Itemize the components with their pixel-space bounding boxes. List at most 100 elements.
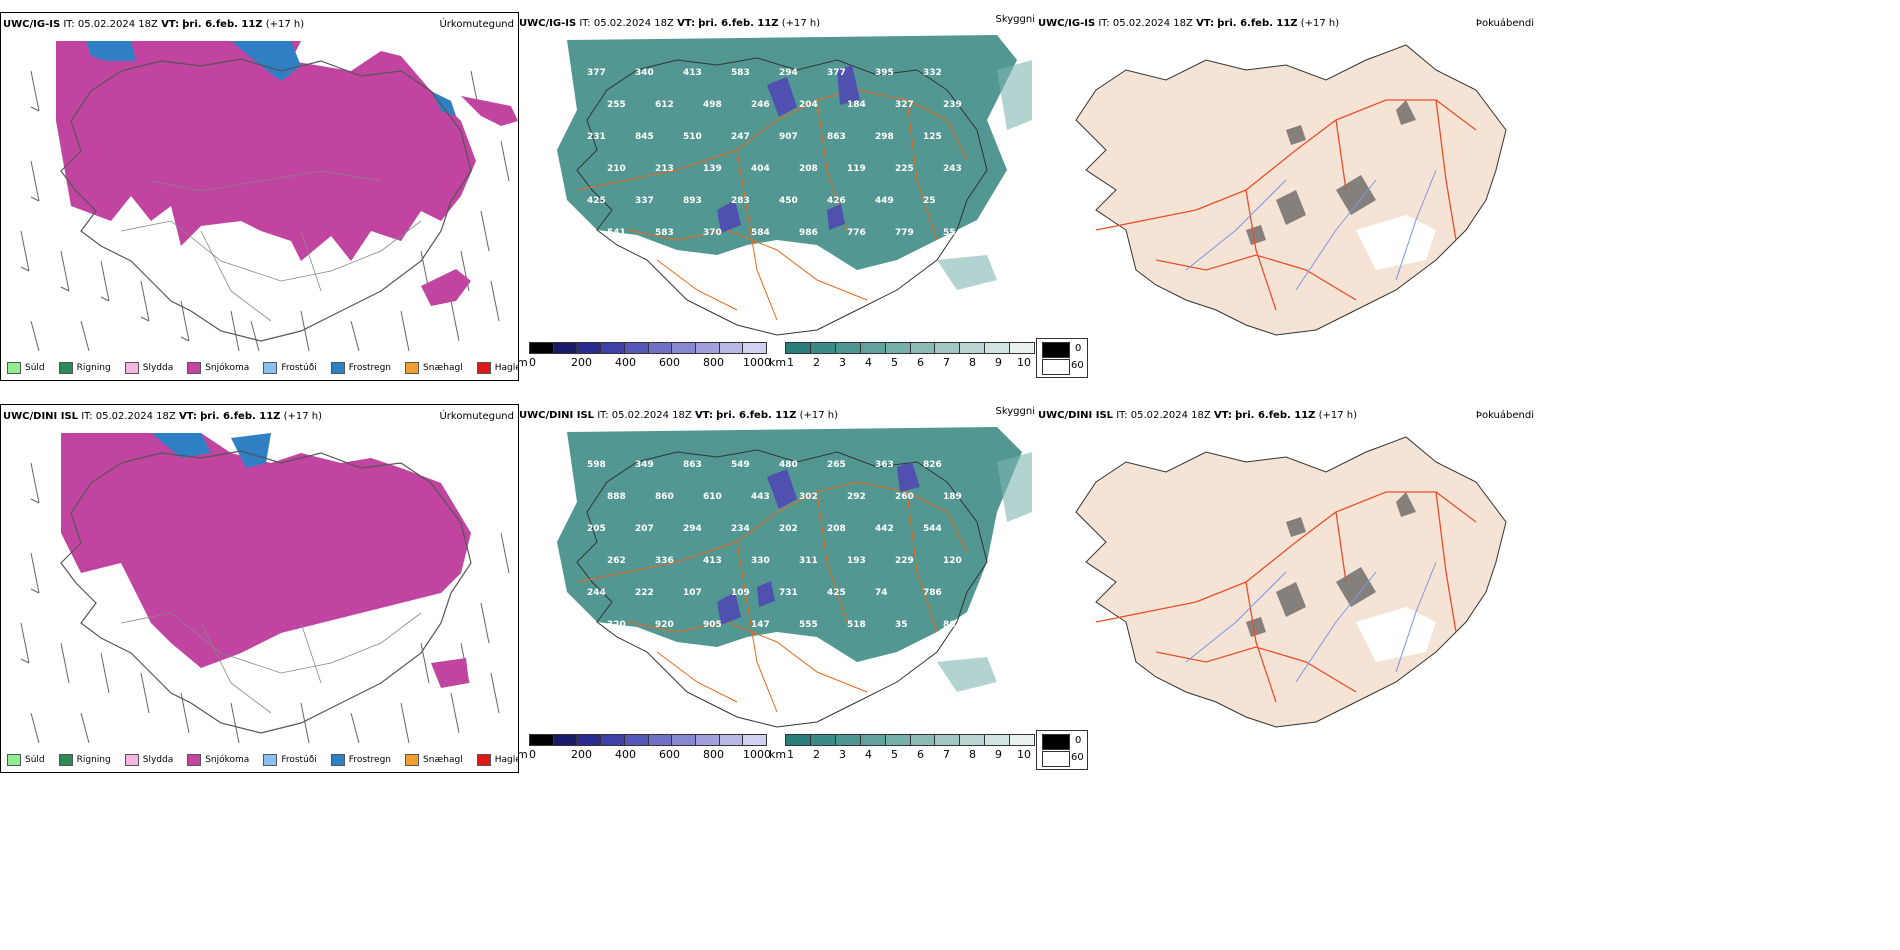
panel-name: Skyggni	[995, 14, 1035, 25]
issue-label: IT:	[597, 410, 609, 421]
issue-time: 05.02.2024 18Z	[611, 410, 692, 421]
ceiling-label: 255	[607, 100, 626, 110]
ceiling-label: 442	[875, 524, 894, 534]
roads	[120, 612, 422, 714]
valid-label: VT:	[178, 411, 197, 422]
ceiling-label: 377	[587, 68, 606, 78]
swatch	[58, 362, 73, 374]
ceiling-label: 336	[655, 556, 674, 566]
ceiling-label: 510	[683, 132, 702, 142]
tick: 2	[813, 748, 820, 761]
legend-item: Frostúði	[263, 754, 317, 766]
ceiling-scale: m 0 200 400 600 800 1000	[517, 732, 771, 768]
legend-item: Rigning	[58, 754, 111, 766]
ceiling-label: 583	[655, 228, 674, 238]
fog-white-patch	[1356, 607, 1436, 662]
ceiling-label: 25	[923, 196, 936, 206]
ceiling-label: 294	[779, 68, 798, 78]
tick: 1000	[743, 748, 771, 761]
ceiling-label: 283	[731, 196, 750, 206]
swatch	[330, 754, 345, 766]
precip-legend: Súld Rigning Slydda Snjókoma Frostúði Fr…	[7, 754, 518, 766]
ceiling-label: 404	[751, 164, 770, 174]
ceiling-label: 239	[943, 100, 962, 110]
fog-swatch-white	[1042, 751, 1070, 767]
legend-label: Snæhagl	[423, 755, 463, 765]
ceiling-label: 298	[875, 132, 894, 142]
snow-area-3	[461, 96, 518, 126]
tick: 9	[995, 748, 1002, 761]
legend-item: Snæhagl	[405, 362, 463, 374]
legend-item: Slydda	[124, 362, 173, 374]
legend-label: Slydda	[142, 755, 174, 765]
ceiling-label: 449	[875, 196, 894, 206]
ceiling-label: 291	[587, 652, 606, 662]
fog-panel-row1: UWC/IG-IS IT: 05.02.2024 18Z VT: þri. 6.…	[1036, 12, 1536, 342]
ceiling-label: 139	[703, 164, 722, 174]
swatch	[476, 362, 491, 374]
ceiling-label: 246	[751, 100, 770, 110]
swatch	[330, 362, 345, 374]
fog-dark-patches	[1246, 492, 1416, 637]
legend-label: Haglél	[494, 363, 518, 373]
fog-swatch-black	[1042, 734, 1070, 750]
ceiling-label: 210	[607, 164, 626, 174]
precip-type-panel-row2: UWC/DINI ISL IT: 05.02.2024 18Z VT: þri.…	[0, 404, 519, 773]
ceiling-label: 426	[827, 196, 846, 206]
fog-key-row1: 0 60	[1036, 338, 1088, 378]
panel-name: Þokuábendi	[1475, 410, 1534, 421]
swatch	[405, 754, 420, 766]
fog-label: 60	[1071, 360, 1084, 371]
tick: 6	[917, 356, 924, 369]
tick: 5	[891, 748, 898, 761]
tick: 1	[787, 356, 794, 369]
issue-time: 05.02.2024 18Z	[1130, 410, 1211, 421]
ceiling-label: 395	[875, 68, 894, 78]
legend-label: Súld	[25, 363, 45, 373]
ceiling-label: 907	[779, 132, 798, 142]
legend-label: Súld	[25, 755, 45, 765]
ceiling-label: 413	[703, 556, 722, 566]
issue-label: IT:	[579, 18, 591, 29]
tick: 10	[1017, 748, 1031, 761]
valid-time: þri. 6.feb. 11Z	[1217, 18, 1298, 29]
snow-area-2	[421, 269, 471, 306]
visibility-map: 598 349 863 549 480 265 363 826 888 860 610 443 302 2…	[557, 427, 1032, 728]
visibility-panel-row2: UWC/DINI ISL IT: 05.02.2024 18Z VT: þri.…	[517, 404, 1037, 771]
lead-time: (+17 h)	[1318, 410, 1358, 421]
freezing-rain-area	[86, 41, 136, 61]
visibility-map: 377 340 413 583 294 377 395 332 255 612 498 246 204 1…	[557, 35, 1032, 336]
iceland-outline	[576, 449, 988, 728]
swatch	[476, 754, 491, 766]
ceiling-label: 35	[895, 620, 908, 630]
legend-label: Frostregn	[348, 755, 392, 765]
model-name: UWC/DINI ISL	[3, 411, 79, 422]
panel-title: UWC/IG-IS IT: 05.02.2024 18Z VT: þri. 6.…	[519, 18, 820, 29]
ceiling-label: 731	[779, 588, 798, 598]
model-name: UWC/DINI ISL	[519, 410, 595, 421]
valid-time: þri. 6.feb. 11Z	[182, 19, 263, 30]
roads	[1095, 99, 1477, 311]
swatch	[7, 754, 21, 766]
ceiling-label: 893	[683, 196, 702, 206]
ceiling-label: 222	[635, 588, 654, 598]
fog-dark-patches	[1246, 100, 1416, 245]
valid-label: VT:	[161, 19, 180, 30]
tick: 800	[703, 748, 724, 761]
issue-label: IT:	[63, 19, 75, 30]
ceiling-label: 225	[895, 164, 914, 174]
roads	[120, 170, 422, 322]
visibility-unit: km	[769, 748, 787, 761]
ceiling-colorbar	[529, 342, 767, 354]
fog-label: 0	[1075, 735, 1082, 746]
ceiling-label: 549	[731, 460, 750, 470]
panel-title: UWC/DINI ISL IT: 05.02.2024 18Z VT: þri.…	[1038, 410, 1357, 421]
lead-time: (+17 h)	[1300, 18, 1340, 29]
ceiling-label: 247	[731, 132, 750, 142]
ceiling-label: 262	[607, 556, 626, 566]
ceiling-label: 327	[895, 100, 914, 110]
swatch	[7, 362, 21, 374]
ceiling-label: 349	[635, 460, 654, 470]
precip-map	[20, 41, 518, 352]
ceiling-label: 184	[847, 100, 866, 110]
